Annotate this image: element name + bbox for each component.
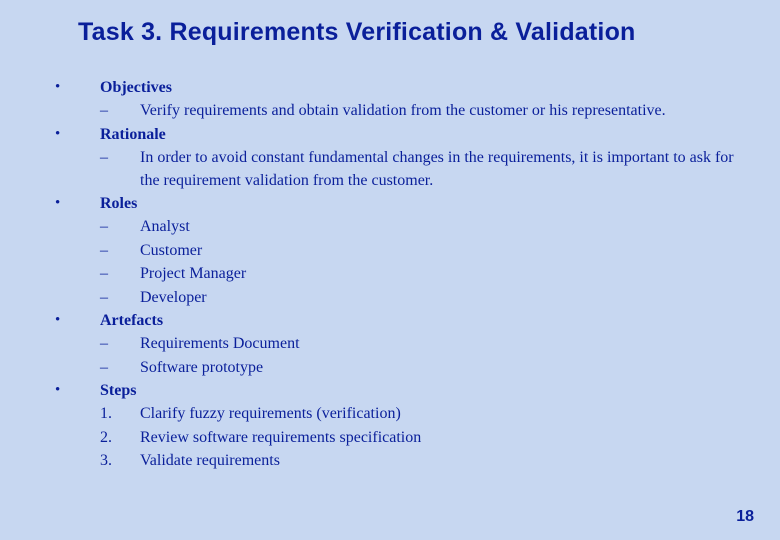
- section-heading-label: Roles: [100, 193, 137, 215]
- section-item: –Customer: [55, 240, 750, 262]
- section-item-text: Customer: [140, 240, 750, 262]
- bullet-icon: •: [55, 193, 100, 215]
- section-heading-label: Steps: [100, 380, 136, 402]
- section-item-text: Analyst: [140, 216, 750, 238]
- section-item: 2.Review software requirements specifica…: [55, 427, 750, 449]
- section-item: 1.Clarify fuzzy requirements (verificati…: [55, 403, 750, 425]
- section-item: –Verify requirements and obtain validati…: [55, 100, 750, 122]
- section-item-text: Project Manager: [140, 263, 750, 285]
- dash-marker: –: [100, 263, 140, 285]
- section-heading: •Artefacts: [55, 310, 750, 332]
- section-item: –Requirements Document: [55, 333, 750, 355]
- dash-marker: –: [100, 216, 140, 238]
- section-heading-label: Artefacts: [100, 310, 163, 332]
- section-heading: •Objectives: [55, 77, 750, 99]
- bullet-icon: •: [55, 77, 100, 99]
- section-item: –Analyst: [55, 216, 750, 238]
- section-item: –Developer: [55, 287, 750, 309]
- section-heading: •Rationale: [55, 124, 750, 146]
- section-item-text: Requirements Document: [140, 333, 750, 355]
- section-item-text: Software prototype: [140, 357, 750, 379]
- number-marker: 1.: [100, 403, 140, 425]
- section-item-text: Verify requirements and obtain validatio…: [140, 100, 750, 122]
- dash-marker: –: [100, 287, 140, 309]
- number-marker: 2.: [100, 427, 140, 449]
- section-heading-label: Objectives: [100, 77, 172, 99]
- bullet-icon: •: [55, 310, 100, 332]
- bullet-icon: •: [55, 124, 100, 146]
- dash-marker: –: [100, 357, 140, 379]
- page-number: 18: [736, 508, 754, 526]
- dash-marker: –: [100, 100, 140, 122]
- section-item-text: Validate requirements: [140, 450, 750, 472]
- section-item: –Project Manager: [55, 263, 750, 285]
- bullet-icon: •: [55, 380, 100, 402]
- section-heading: •Steps: [55, 380, 750, 402]
- section-heading: •Roles: [55, 193, 750, 215]
- section-item-text: Clarify fuzzy requirements (verification…: [140, 403, 750, 425]
- number-marker: 3.: [100, 450, 140, 472]
- section-item: 3.Validate requirements: [55, 450, 750, 472]
- dash-marker: –: [100, 240, 140, 262]
- slide-title: Task 3. Requirements Verification & Vali…: [0, 0, 780, 47]
- dash-marker: –: [100, 147, 140, 192]
- section-item-text: Review software requirements specificati…: [140, 427, 750, 449]
- slide-body: •Objectives–Verify requirements and obta…: [0, 47, 780, 473]
- section-item-text: In order to avoid constant fundamental c…: [140, 147, 750, 192]
- section-heading-label: Rationale: [100, 124, 166, 146]
- dash-marker: –: [100, 333, 140, 355]
- section-item-text: Developer: [140, 287, 750, 309]
- section-item: –In order to avoid constant fundamental …: [55, 147, 750, 192]
- section-item: –Software prototype: [55, 357, 750, 379]
